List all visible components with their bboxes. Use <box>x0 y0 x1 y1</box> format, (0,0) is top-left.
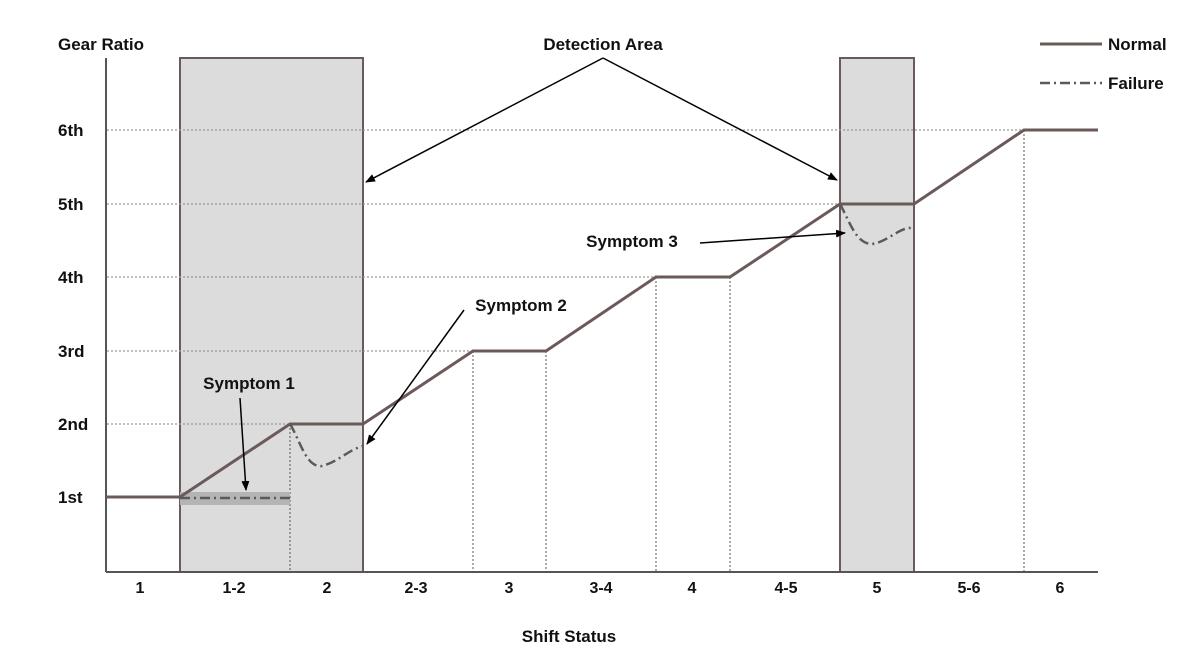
y-tick-3rd: 3rd <box>58 342 84 361</box>
symptom-1-arrow <box>239 397 250 491</box>
legend: Normal Failure <box>1040 35 1167 93</box>
symptom-1-label: Symptom 1 <box>203 374 295 393</box>
shift-drop-lines <box>289 130 1025 572</box>
y-tick-2nd: 2nd <box>58 415 88 434</box>
detection-area-shift-1-2-to-2 <box>179 57 364 573</box>
y-tick-6th: 6th <box>58 121 84 140</box>
x-tick-3: 3 <box>505 580 514 597</box>
detection-area-arrows <box>365 57 838 183</box>
y-axis-title: Gear Ratio <box>58 35 144 54</box>
failure-line-symptom-3 <box>838 203 915 246</box>
y-tick-labels: 1st 2nd 3rd 4th 5th 6th <box>58 121 88 507</box>
symptom-2-arrow <box>366 309 465 445</box>
x-tick-2: 2 <box>323 580 332 597</box>
symptom-2-label: Symptom 2 <box>475 296 567 315</box>
x-tick-2-3: 2-3 <box>404 580 427 597</box>
x-tick-1: 1 <box>136 580 145 597</box>
y-tick-4th: 4th <box>58 268 84 287</box>
symptom-3-label: Symptom 3 <box>586 232 678 251</box>
detection-area-label: Detection Area <box>543 35 663 54</box>
gear-grid-lines <box>107 129 1024 425</box>
detection-arrow-left <box>365 57 604 183</box>
symptom-3-arrow <box>699 229 846 244</box>
x-tick-4-5: 4-5 <box>774 580 797 597</box>
detection-area-shift-5 <box>839 57 915 573</box>
failure-lines <box>180 203 915 500</box>
x-tick-5-6: 5-6 <box>957 580 980 597</box>
x-tick-4: 4 <box>688 580 697 597</box>
legend-normal-label: Normal <box>1108 35 1167 54</box>
x-axis-title: Shift Status <box>522 627 616 646</box>
legend-failure-label: Failure <box>1108 74 1164 93</box>
x-tick-1-2: 1-2 <box>222 580 245 597</box>
x-tick-labels: 1 1-2 2 2-3 3 3-4 4 4-5 5 5-6 6 <box>136 580 1065 597</box>
x-tick-3-4: 3-4 <box>589 580 612 597</box>
x-tick-6: 6 <box>1056 580 1065 597</box>
y-tick-5th: 5th <box>58 195 84 214</box>
y-tick-1st: 1st <box>58 488 83 507</box>
detection-arrow-right <box>602 57 838 181</box>
failure-line-symptom-2 <box>288 423 364 468</box>
normal-line <box>106 128 1098 499</box>
x-tick-5: 5 <box>873 580 882 597</box>
